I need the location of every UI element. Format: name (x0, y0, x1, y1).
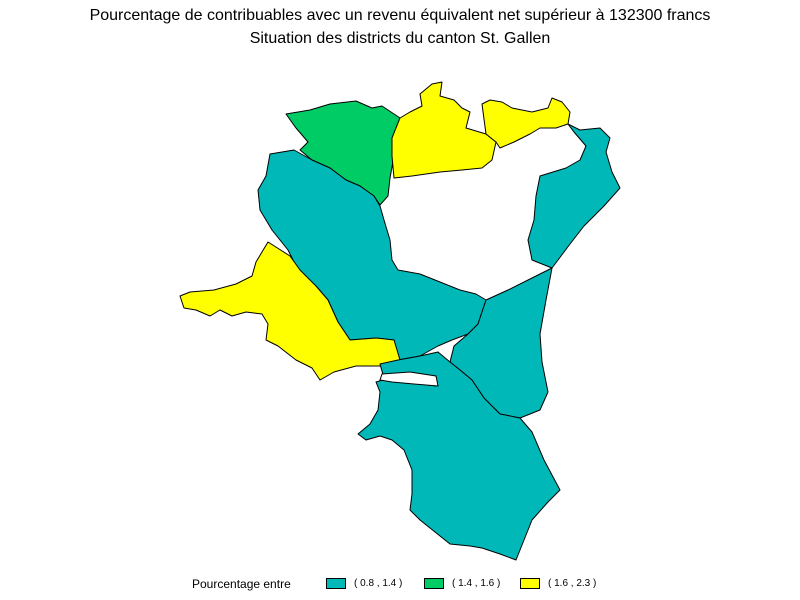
district-north-east (481, 97, 571, 149)
legend-range-3: ( 1.6 , 2.3 ) (548, 578, 597, 589)
legend-heading: Pourcentage entre (192, 577, 291, 591)
map-title: Pourcentage de contribuables avec un rev… (89, 7, 711, 24)
legend-swatch-1 (326, 578, 346, 589)
district-west (179, 241, 401, 381)
legend-range-2: ( 1.4 , 1.6 ) (452, 578, 501, 589)
map-subtitle: Situation des districts du canton St. Ga… (249, 30, 551, 47)
lake-walensee (379, 371, 439, 387)
legend-range-1: ( 0.8 , 1.4 ) (354, 578, 403, 589)
district-north-west (285, 100, 401, 206)
district-north (391, 81, 497, 179)
legend-swatch-2 (424, 578, 444, 589)
legend: Pourcentage entre ( 0.8 , 1.4 ) ( 1.4 , … (0, 576, 800, 594)
legend-swatch-3 (520, 578, 540, 589)
district-east (527, 123, 621, 269)
